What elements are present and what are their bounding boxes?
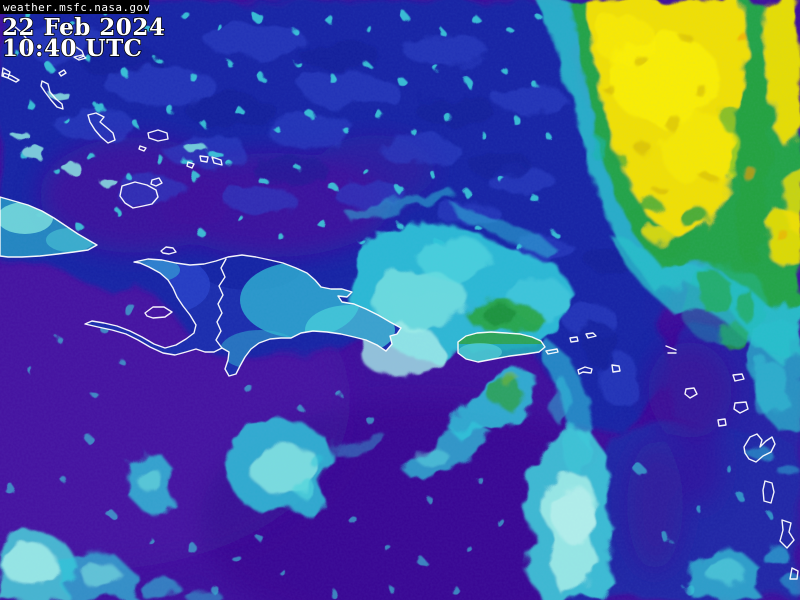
islands-plana-cays — [138, 145, 147, 152]
island-mayaguana — [147, 129, 169, 142]
island-san-salvador — [73, 54, 87, 61]
timestamp-time: 10:40 UTC — [2, 35, 143, 62]
cay-exuma-small — [1, 67, 11, 79]
cay-near-timestamp-2 — [75, 46, 85, 59]
island-guadeloupe — [743, 433, 776, 463]
island-martinique — [779, 519, 795, 549]
islands-turks-caicos — [186, 155, 223, 169]
island-great-inagua — [119, 181, 159, 209]
island-vieques — [545, 348, 559, 355]
island-little-inagua — [150, 177, 163, 187]
island-barbuda — [732, 373, 745, 382]
source-label: weather.msfc.nasa.gov — [3, 1, 150, 14]
island-st-thomas — [585, 332, 597, 339]
border-haiti-dominican-republic — [215, 258, 227, 349]
overlay-labels: weather.msfc.nasa.gov 22 Feb 2024 10:40 … — [0, 0, 166, 63]
island-culebra — [569, 336, 579, 343]
island-tortola — [611, 364, 621, 373]
coastline-overlay — [0, 24, 799, 580]
source-label-bar — [0, 0, 149, 14]
island-st-croix — [577, 366, 593, 375]
island-nevis — [717, 418, 727, 427]
island-rum-cay — [58, 69, 67, 77]
islands-anguilla-group — [665, 345, 677, 354]
island-antigua — [733, 401, 749, 414]
island-tortuga — [160, 246, 177, 255]
island-crooked-acklins — [87, 112, 116, 144]
timestamp-date: 22 Feb 2024 — [2, 14, 165, 41]
island-st-lucia — [789, 567, 799, 580]
cays-near-timestamp — [12, 24, 31, 51]
island-dominica — [762, 480, 775, 504]
island-long-island-bahamas — [40, 80, 64, 110]
island-st-kitts — [684, 387, 698, 399]
island-gonave — [144, 306, 173, 319]
